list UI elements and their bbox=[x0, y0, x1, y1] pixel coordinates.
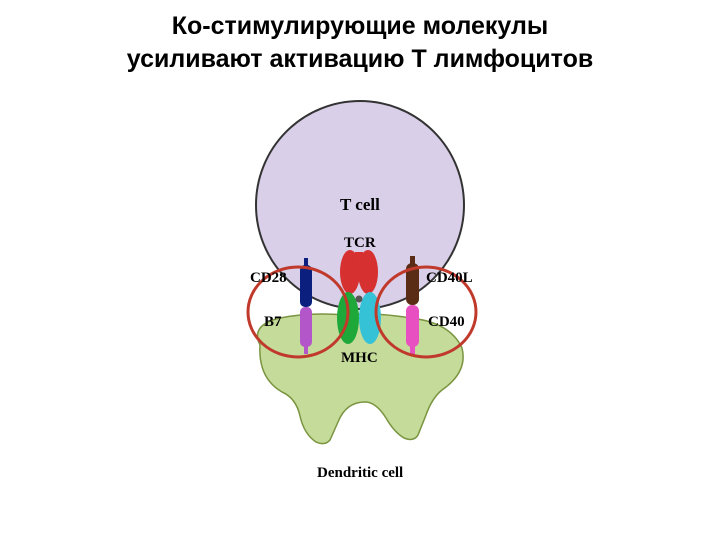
cd28-shape bbox=[300, 265, 312, 307]
label-tcr: TCR bbox=[344, 235, 376, 252]
b7-stem bbox=[304, 344, 308, 354]
cd40-stem bbox=[410, 344, 415, 354]
cd40l-stem bbox=[410, 256, 415, 266]
label-dendritic: Dendritic cell bbox=[317, 465, 403, 482]
dendritic-cell-shape bbox=[258, 314, 464, 444]
diagram-svg bbox=[150, 100, 570, 520]
cd40-shape bbox=[406, 305, 419, 347]
diagram-container: T cell TCR CD28 CD40L B7 CD40 MHC Dendri… bbox=[150, 100, 570, 520]
label-mhc: MHC bbox=[341, 350, 378, 367]
title-line2: усиливают активацию Т лимфоцитов bbox=[0, 43, 720, 76]
label-tcell: T cell bbox=[340, 195, 380, 215]
label-cd40: CD40 bbox=[428, 314, 465, 331]
b7-shape bbox=[300, 307, 312, 347]
title-line1: Ко-стимулирующие молекулы bbox=[0, 10, 720, 43]
peptide-dot bbox=[356, 296, 363, 303]
label-cd40l: CD40L bbox=[426, 270, 473, 287]
label-cd28: CD28 bbox=[250, 270, 287, 287]
label-b7: B7 bbox=[264, 314, 282, 331]
tcr-stem bbox=[355, 252, 363, 262]
